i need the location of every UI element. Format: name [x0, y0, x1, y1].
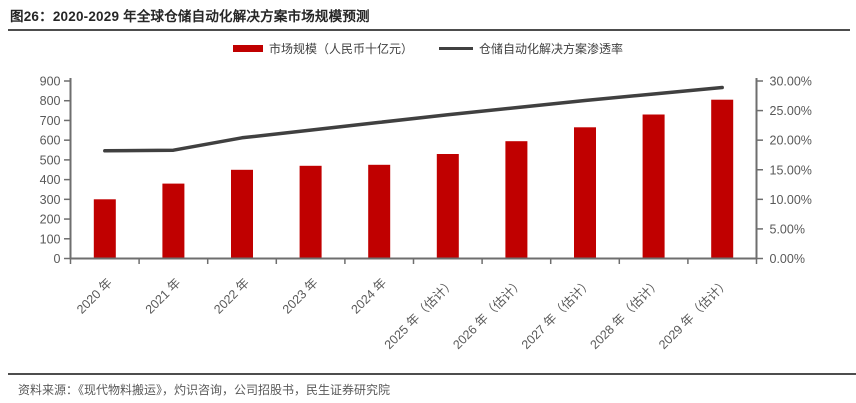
legend-item-market-size: 市场规模（人民币十亿元）	[232, 40, 413, 57]
left-axis-label: 400	[40, 173, 61, 187]
legend-line-label: 仓储自动化解决方案渗透率	[479, 42, 624, 56]
x-axis-label: 2022 年	[211, 276, 252, 317]
right-axis-label: 0.00%	[770, 252, 805, 266]
figure-title: 图26：2020-2029 年全球仓储自动化解决方案市场规模预测	[8, 2, 850, 31]
x-axis-label: 2021 年	[143, 276, 184, 317]
right-axis-label: 25.00%	[770, 104, 812, 118]
left-axis-label: 500	[40, 153, 61, 167]
right-axis-label: 10.00%	[770, 193, 812, 207]
x-axis-label: 2028 年（估计）	[588, 276, 664, 352]
x-axis-label: 2020 年	[74, 276, 115, 317]
market-size-bar	[93, 199, 116, 259]
left-axis-label: 0	[54, 252, 61, 266]
market-size-bar	[711, 99, 734, 259]
chart-legend: 市场规模（人民币十亿元） 仓储自动化解决方案渗透率	[0, 40, 856, 57]
left-axis-label: 800	[40, 94, 61, 108]
left-axis-label: 200	[40, 213, 61, 227]
left-axis-label: 300	[40, 193, 61, 207]
left-axis-label: 100	[40, 232, 61, 246]
market-size-bar	[436, 154, 459, 259]
penetration-rate-line	[103, 85, 724, 153]
source-note: 资料来源：《现代物料搬运》，灼识咨询，公司招股书，民生证券研究院	[8, 373, 856, 398]
right-axis-label: 30.00%	[770, 75, 812, 89]
x-axis-label: 2023 年	[280, 276, 321, 317]
market-size-bar	[505, 141, 528, 259]
source-note-text: 资料来源：《现代物料搬运》，灼识咨询，公司招股书，民生证券研究院	[18, 383, 391, 397]
market-size-bar	[299, 165, 322, 259]
x-axis-label: 2027 年（估计）	[519, 276, 595, 352]
x-axis-label: 2026 年（估计）	[450, 276, 526, 352]
legend-bar-label: 市场规模（人民币十亿元）	[268, 42, 413, 56]
figure-title-text: 图26：2020-2029 年全球仓储自动化解决方案市场规模预测	[10, 9, 370, 24]
right-axis-label: 20.00%	[770, 134, 812, 148]
market-size-bar	[162, 183, 185, 259]
market-size-bar	[368, 164, 391, 259]
legend-bar-swatch-icon	[232, 45, 263, 52]
x-axis-label: 2024 年	[348, 276, 389, 317]
market-size-bar	[642, 114, 665, 259]
market-size-bar	[231, 169, 253, 259]
left-axis-label: 900	[40, 75, 61, 89]
left-axis-label: 600	[40, 134, 61, 148]
market-size-bar	[574, 127, 596, 259]
x-axis-label: 2029 年（估计）	[656, 276, 732, 352]
right-axis-label: 15.00%	[770, 163, 812, 177]
x-axis-label: 2025 年（估计）	[382, 276, 458, 352]
left-axis-label: 700	[40, 114, 61, 128]
legend-item-penetration-rate: 仓储自动化解决方案渗透率	[439, 40, 623, 57]
legend-line-swatch-icon	[439, 47, 473, 50]
right-axis-label: 5.00%	[770, 222, 805, 236]
